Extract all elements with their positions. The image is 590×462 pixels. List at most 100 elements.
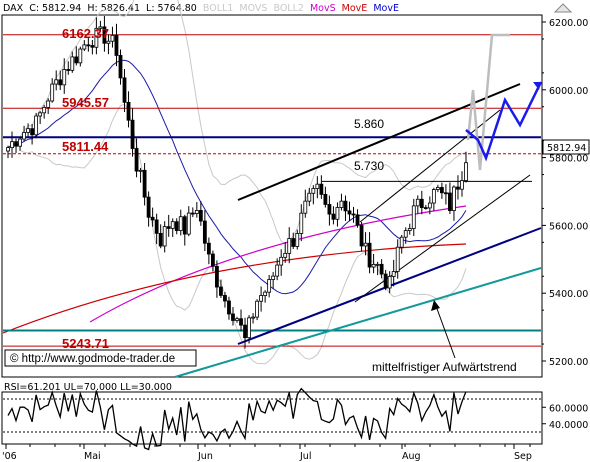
candle-body [415, 198, 420, 207]
candle-body [299, 212, 304, 234]
candle-body [154, 219, 159, 234]
x-tick-label: Jun [197, 451, 213, 462]
candle-body [190, 212, 195, 215]
candle-body [182, 216, 187, 235]
candle-body [419, 198, 424, 208]
candle-body [82, 44, 87, 50]
header-ind-3: MovS [310, 3, 336, 14]
level-label-5243: 5243.71 [62, 336, 109, 351]
rsi-tick-label: 60.0000 [549, 403, 588, 414]
candle-body [110, 34, 115, 42]
candle-body [18, 138, 22, 147]
candle-body [427, 202, 432, 209]
candle-body [6, 147, 10, 152]
candle-body [452, 186, 456, 211]
candle-body [235, 318, 239, 321]
candle-body [142, 169, 147, 198]
candle-body [343, 200, 348, 212]
candle-body [456, 186, 460, 190]
candle-body [371, 264, 376, 268]
candle-body [243, 324, 247, 339]
candle-body [134, 148, 139, 172]
candle-body [335, 207, 340, 220]
annotation-arrow-line [435, 305, 456, 359]
y-tick-label: 6200.00 [549, 18, 588, 29]
candle-body [279, 256, 284, 266]
last-price-box [542, 139, 590, 155]
candle-body [194, 210, 199, 214]
arrow-up-icon [553, 3, 573, 13]
candle-body [146, 196, 151, 218]
candle-body [106, 40, 111, 44]
candle-body [198, 210, 203, 222]
rsi-header: RSI=61.201 UL=70.000 LL=30.000 [4, 382, 172, 393]
projection-arrowhead [533, 82, 541, 90]
candle-body [464, 162, 468, 181]
candle-body [86, 44, 91, 47]
candle-body [347, 210, 352, 215]
candle-body [46, 100, 51, 108]
candle-body [126, 101, 131, 121]
x-tick-label: Mai [84, 451, 101, 462]
candle-body [227, 300, 231, 315]
header-instrument: DAX [3, 3, 24, 14]
projection-blue [465, 81, 543, 162]
header-low: L: 5764.80 [146, 3, 197, 14]
candle-body [295, 233, 300, 247]
candle-body [30, 128, 35, 136]
candle-body [444, 192, 448, 195]
candle-body [215, 265, 219, 288]
candle-body [219, 286, 223, 296]
candle-body [231, 313, 235, 321]
header-ind-4: MovE [342, 3, 368, 14]
candle-body [22, 132, 26, 140]
candle-body [90, 45, 95, 48]
candle-body [74, 56, 79, 64]
candle-body [303, 200, 308, 214]
candle-body [239, 318, 243, 326]
candle-body [38, 112, 43, 117]
level-label-5860: 5.860 [354, 117, 384, 131]
candle-body [327, 204, 332, 215]
candle-body [158, 232, 163, 247]
candle-body [359, 224, 364, 247]
candle-body [460, 180, 464, 190]
candle-body [319, 183, 324, 195]
x-tick-label: Sep [514, 451, 532, 462]
candle-body [26, 128, 30, 133]
price-panel-frame [1, 14, 543, 378]
candle-body [202, 220, 207, 244]
candle-body [170, 221, 175, 229]
candle-body [287, 238, 292, 254]
candle-body [114, 34, 119, 56]
candle-body [307, 192, 312, 202]
projection-gray [466, 33, 510, 171]
header-ind-5: MovE [373, 3, 399, 14]
level-label-5730: 5.730 [354, 159, 384, 173]
candle-body [102, 26, 107, 44]
candle-body [251, 316, 255, 319]
candle-body [14, 141, 18, 147]
candle-body [351, 213, 356, 216]
x-tick-label: '06 [2, 451, 17, 462]
candle-body [210, 253, 215, 267]
candle-body [70, 56, 75, 71]
candle-body [130, 119, 135, 149]
candle-body [34, 115, 39, 136]
level-label-5811: 5811.44 [62, 139, 109, 154]
ema-blue [7, 59, 467, 295]
candle-body [186, 212, 191, 235]
candle-body [247, 317, 251, 339]
candle-body [42, 107, 47, 114]
candle-body [275, 264, 280, 277]
candle-body [423, 207, 428, 209]
candle-body [399, 236, 404, 248]
x-tick-label: Aug [402, 451, 421, 462]
candle-body [391, 271, 396, 277]
candle-body [379, 263, 384, 275]
candle-body [403, 230, 408, 238]
candle-body [411, 205, 416, 229]
candle-body [162, 226, 167, 247]
level-label-5945: 5945.57 [62, 95, 109, 110]
